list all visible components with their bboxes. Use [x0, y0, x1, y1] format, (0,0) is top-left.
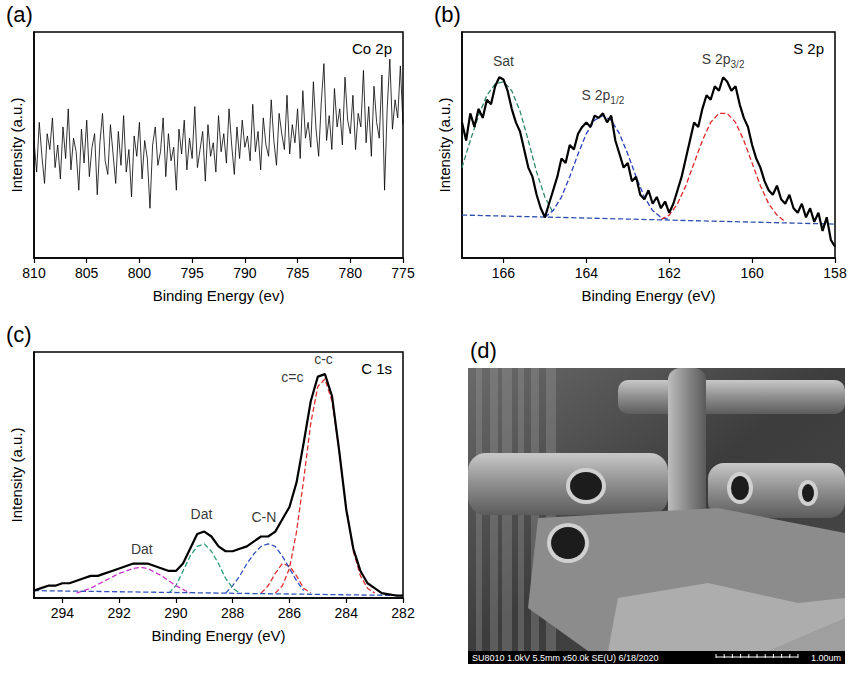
svg-text:Intensity (a.u.): Intensity (a.u.) [8, 97, 25, 192]
svg-text:1.00um: 1.00um [811, 653, 841, 663]
svg-text:Dat: Dat [191, 506, 213, 522]
svg-text:3/2: 3/2 [731, 59, 745, 70]
svg-text:Dat: Dat [131, 541, 153, 557]
svg-text:(a): (a) [6, 2, 33, 27]
svg-text:800: 800 [128, 265, 152, 281]
svg-text:164: 164 [575, 265, 599, 281]
svg-text:162: 162 [658, 265, 682, 281]
svg-text:785: 785 [286, 265, 310, 281]
svg-text:C-N: C-N [251, 509, 276, 525]
svg-text:810: 810 [22, 265, 46, 281]
svg-text:Intensity (a.u.): Intensity (a.u.) [436, 97, 453, 192]
svg-text:Binding Energy (ev): Binding Energy (ev) [153, 287, 285, 304]
svg-text:282: 282 [391, 605, 415, 621]
html-text:(d): (d) [470, 338, 497, 363]
svg-text:292: 292 [107, 605, 131, 621]
svg-text:Binding Energy (eV): Binding Energy (eV) [581, 287, 715, 304]
svg-text:(c): (c) [6, 322, 32, 347]
svg-text:780: 780 [339, 265, 363, 281]
svg-text:795: 795 [180, 265, 204, 281]
svg-text:S 2p: S 2p [582, 87, 611, 103]
svg-text:C 1s: C 1s [361, 360, 392, 377]
svg-text:775: 775 [391, 265, 415, 281]
svg-text:Binding Energy (eV): Binding Energy (eV) [151, 627, 285, 644]
svg-text:1/2: 1/2 [610, 95, 624, 106]
svg-text:288: 288 [221, 605, 245, 621]
svg-text:SU8010 1.0kV 5.5mm x50.0k SE(U: SU8010 1.0kV 5.5mm x50.0k SE(U) 6/18/202… [472, 653, 659, 663]
svg-text:S 2p: S 2p [793, 40, 824, 57]
svg-text:Sat: Sat [493, 53, 514, 69]
svg-text:286: 286 [278, 605, 302, 621]
svg-text:284: 284 [335, 605, 359, 621]
svg-text:Intensity (a.u.): Intensity (a.u.) [8, 427, 25, 522]
svg-text:S 2p: S 2p [702, 51, 731, 67]
svg-text:(b): (b) [434, 2, 461, 27]
svg-text:166: 166 [492, 265, 516, 281]
svg-text:c=c: c=c [281, 369, 303, 385]
svg-text:158: 158 [823, 265, 847, 281]
svg-text:290: 290 [164, 605, 188, 621]
svg-text:Co 2p: Co 2p [352, 40, 392, 57]
svg-text:294: 294 [51, 605, 75, 621]
svg-text:805: 805 [75, 265, 99, 281]
svg-text:160: 160 [740, 265, 764, 281]
svg-text:790: 790 [233, 265, 257, 281]
svg-text:c-c: c-c [314, 351, 333, 367]
